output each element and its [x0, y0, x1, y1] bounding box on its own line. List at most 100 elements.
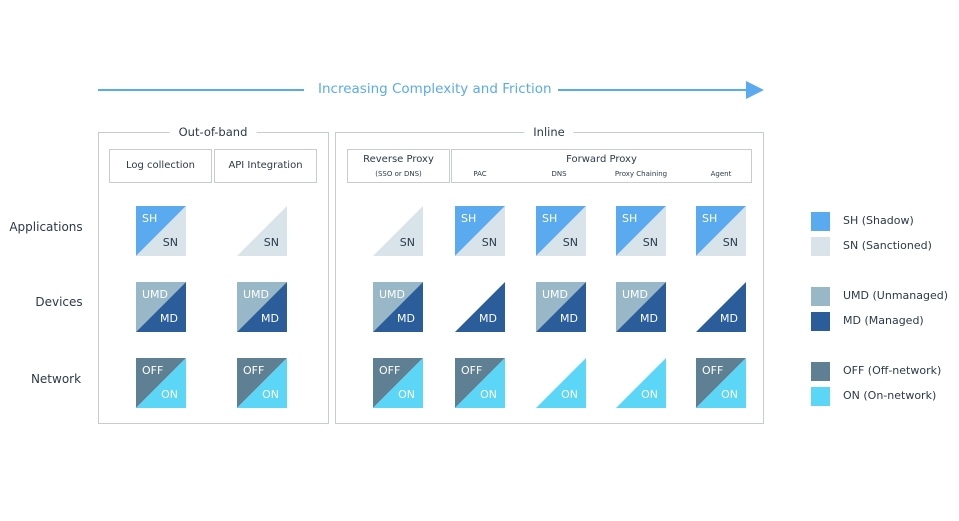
off-label: OFF	[379, 364, 401, 377]
umd-label: UMD	[622, 288, 649, 301]
off-label: OFF	[702, 364, 724, 377]
on-triangle	[237, 358, 287, 408]
md-label: MD	[720, 312, 738, 325]
on-label: ON	[561, 388, 578, 401]
legend-swatch-on	[811, 387, 830, 406]
forward-proxy-header: Forward Proxy	[451, 149, 752, 183]
off-label: OFF	[461, 364, 483, 377]
cell-applications-proxy-chaining: SH SN	[616, 206, 666, 256]
sn-triangle	[237, 206, 287, 256]
cell-devices-pac: MD	[455, 282, 505, 332]
legend-swatch-sh	[811, 212, 830, 231]
cell-network-log-collection: OFF ON	[136, 358, 186, 408]
log-collection-header: Log collection	[109, 149, 212, 183]
legend-label-sh: SH (Shadow)	[843, 214, 914, 227]
cell-network-pac: OFF ON	[455, 358, 505, 408]
pac-label: PAC	[473, 170, 487, 178]
reverse-proxy-header: Reverse Proxy (SSO or DNS)	[347, 149, 450, 183]
off-label: OFF	[142, 364, 164, 377]
off-label: OFF	[243, 364, 265, 377]
cell-devices-agent: MD	[696, 282, 746, 332]
cell-network-agent: OFF ON	[696, 358, 746, 408]
cell-devices-dns: UMD MD	[536, 282, 586, 332]
md-label: MD	[261, 312, 279, 325]
sn-triangle	[536, 206, 586, 256]
sn-label: SN	[399, 236, 415, 249]
sn-label: SN	[642, 236, 658, 249]
on-label: ON	[262, 388, 279, 401]
cell-applications-agent: SH SN	[696, 206, 746, 256]
api-integration-header: API Integration	[214, 149, 317, 183]
sh-label: SH	[542, 212, 558, 225]
md-triangle	[616, 282, 666, 332]
md-triangle	[237, 282, 287, 332]
row-label-devices: Devices	[35, 295, 83, 309]
arrow-right-icon	[746, 81, 764, 99]
legend-label-umd: UMD (Unmanaged)	[843, 289, 949, 302]
md-label: MD	[560, 312, 578, 325]
sh-label: SH	[622, 212, 638, 225]
forward-proxy-label: Forward Proxy	[566, 154, 637, 165]
agent-label: Agent	[710, 170, 732, 178]
dns-label: DNS	[551, 170, 567, 178]
legend-swatch-umd	[811, 287, 830, 306]
md-label: MD	[479, 312, 497, 325]
md-label: MD	[160, 312, 178, 325]
cell-applications-reverse-proxy: SN	[373, 206, 423, 256]
api-integration-label: API Integration	[228, 160, 303, 171]
proxy-chaining-label: Proxy Chaining	[614, 170, 668, 178]
arrow-line-right	[558, 89, 748, 91]
sn-triangle	[136, 206, 186, 256]
md-triangle	[373, 282, 423, 332]
arrow-label: Increasing Complexity and Friction	[318, 81, 552, 97]
sn-triangle	[696, 206, 746, 256]
cell-network-reverse-proxy: OFF ON	[373, 358, 423, 408]
md-triangle	[455, 282, 505, 332]
inline-title: Inline	[524, 125, 574, 139]
on-label: ON	[721, 388, 738, 401]
legend-swatch-md	[811, 312, 830, 331]
md-triangle	[536, 282, 586, 332]
sn-label: SN	[562, 236, 578, 249]
sn-label: SN	[162, 236, 178, 249]
row-label-applications: Applications	[9, 220, 83, 234]
sn-label: SN	[722, 236, 738, 249]
md-triangle	[696, 282, 746, 332]
log-collection-label: Log collection	[125, 160, 196, 171]
cell-devices-proxy-chaining: UMD MD	[616, 282, 666, 332]
row-label-network: Network	[30, 372, 82, 386]
sn-triangle	[373, 206, 423, 256]
cell-applications-log-collection: SH SN	[136, 206, 186, 256]
cell-network-dns: ON	[536, 358, 586, 408]
on-label: ON	[641, 388, 658, 401]
cell-devices-log-collection: UMD MD	[136, 282, 186, 332]
legend-label-sn: SN (Sanctioned)	[843, 239, 932, 252]
legend-swatch-off	[811, 362, 830, 381]
out-of-band-title: Out-of-band	[169, 125, 257, 139]
on-triangle	[373, 358, 423, 408]
on-triangle	[536, 358, 586, 408]
legend-label-off: OFF (Off-network)	[843, 364, 942, 377]
on-triangle	[696, 358, 746, 408]
cell-devices-reverse-proxy: UMD MD	[373, 282, 423, 332]
cell-devices-api-integration: UMD MD	[237, 282, 287, 332]
sn-label: SN	[263, 236, 279, 249]
cell-network-proxy-chaining: ON	[616, 358, 666, 408]
legend-label-md: MD (Managed)	[843, 314, 924, 327]
md-triangle	[136, 282, 186, 332]
sn-label: SN	[481, 236, 497, 249]
arrow-line-left	[98, 89, 304, 91]
umd-label: UMD	[542, 288, 569, 301]
sh-label: SH	[702, 212, 718, 225]
reverse-proxy-sublabel: (SSO or DNS)	[375, 170, 422, 178]
on-label: ON	[161, 388, 178, 401]
cell-applications-dns: SH SN	[536, 206, 586, 256]
umd-label: UMD	[243, 288, 270, 301]
sn-triangle	[616, 206, 666, 256]
cell-network-api-integration: OFF ON	[237, 358, 287, 408]
umd-label: UMD	[379, 288, 406, 301]
md-label: MD	[640, 312, 658, 325]
legend-label-on: ON (On-network)	[843, 389, 937, 402]
cell-applications-pac: SH SN	[455, 206, 505, 256]
on-label: ON	[480, 388, 497, 401]
